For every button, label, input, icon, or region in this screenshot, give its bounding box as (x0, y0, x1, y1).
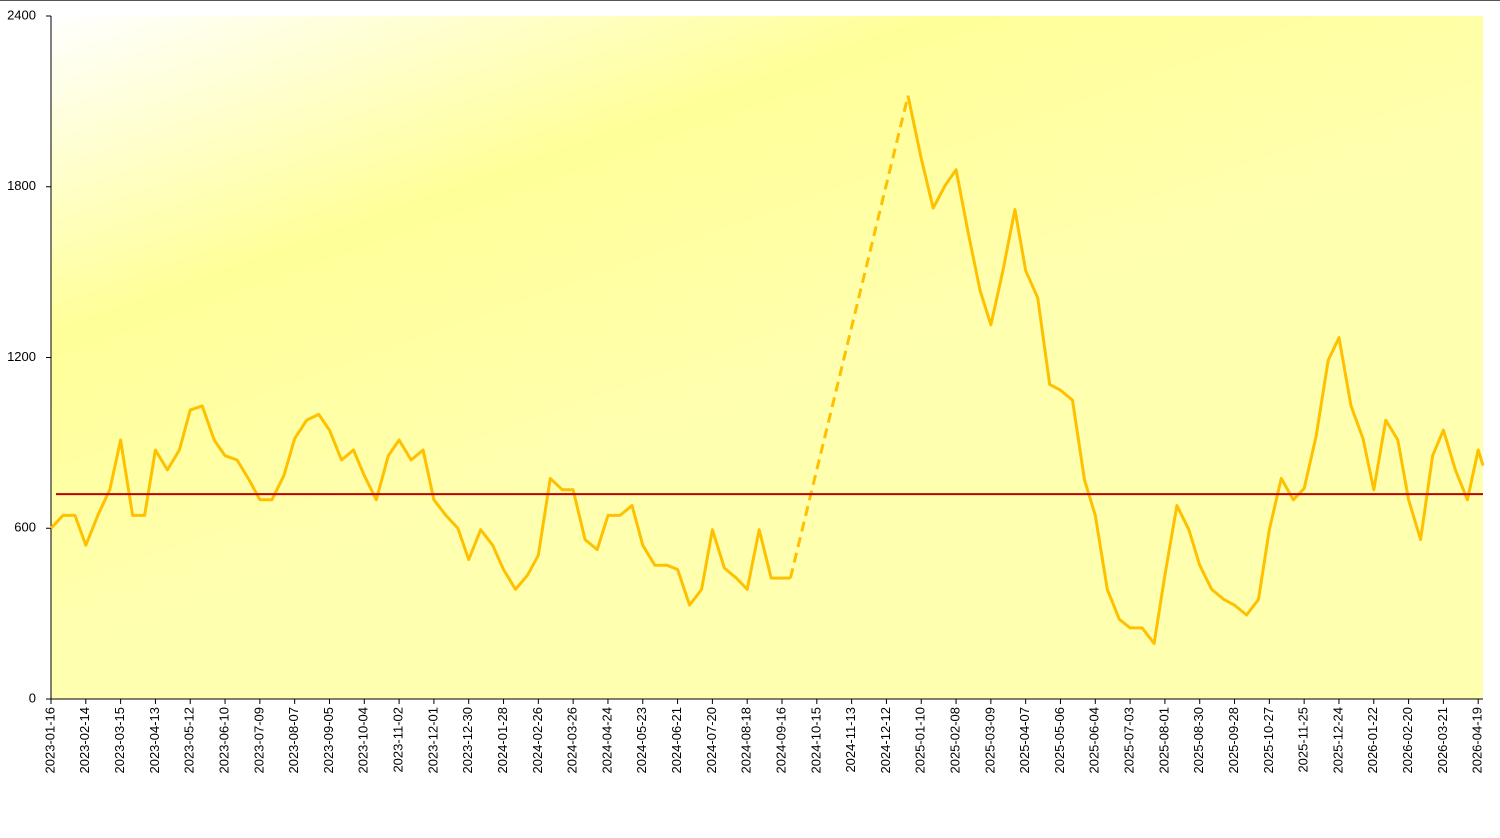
x-tick-label: 2023-01-16 (42, 707, 57, 774)
x-tick-label: 2025-05-06 (1052, 707, 1067, 774)
x-tick-label: 2023-04-13 (147, 707, 162, 774)
x-tick-label: 2025-09-28 (1226, 707, 1241, 774)
x-tick-label: 2023-06-10 (216, 707, 231, 774)
x-tick-label: 2023-12-30 (460, 707, 475, 774)
x-tick-label: 2024-08-18 (739, 707, 754, 774)
x-tick-label: 2023-11-02 (391, 707, 406, 773)
x-tick-label: 2025-06-04 (1087, 707, 1102, 774)
x-tick-label: 2024-01-28 (495, 707, 510, 774)
x-tick-label: 2024-12-12 (878, 707, 893, 774)
x-tick-label: 2025-04-07 (1017, 707, 1032, 774)
x-tick-label: 2024-09-16 (773, 707, 788, 774)
x-tick-label: 2025-11-25 (1296, 707, 1311, 773)
x-tick-label: 2023-02-14 (77, 707, 92, 774)
x-tick-label: 2024-11-13 (843, 707, 858, 773)
x-tick-label: 2025-03-09 (982, 707, 997, 774)
series-line (906, 95, 1485, 645)
x-tick-label: 2024-04-24 (599, 707, 614, 774)
x-tick-label: 2025-12-24 (1330, 707, 1345, 774)
x-tick-label: 2023-07-09 (251, 707, 266, 774)
x-tick-label: 2026-02-20 (1400, 707, 1415, 774)
x-tick-label: 2024-03-26 (565, 707, 580, 774)
x-tick-label: 2024-10-15 (808, 707, 823, 774)
x-tick-label: 2026-01-22 (1365, 707, 1380, 774)
x-tick-label: 2024-06-21 (669, 707, 684, 774)
x-tick-label: 2025-10-27 (1261, 707, 1276, 774)
y-tick-label: 1800 (7, 178, 36, 193)
x-tick-label: 2026-03-21 (1435, 707, 1450, 774)
x-tick-label: 2025-08-30 (1191, 707, 1206, 774)
x-tick-label: 2025-02-08 (947, 707, 962, 774)
x-tick-label: 2023-10-04 (356, 707, 371, 774)
x-tick-label: 2026-04-19 (1470, 707, 1485, 774)
y-tick-label: 2400 (7, 7, 36, 22)
x-tick-label: 2023-03-15 (112, 707, 127, 774)
gap-connector (788, 95, 910, 579)
x-tick-label: 2023-12-01 (425, 707, 440, 774)
x-tick-label: 2024-02-26 (530, 707, 545, 774)
x-tick-label: 2025-08-01 (1156, 707, 1171, 774)
x-tick-label: 2023-09-05 (321, 707, 336, 774)
x-tick-label: 2023-08-07 (286, 707, 301, 774)
x-tick-label: 2024-07-20 (704, 707, 719, 774)
y-tick-label: 600 (14, 520, 36, 535)
series-line (49, 404, 791, 607)
y-tick-label: 1200 (7, 349, 36, 364)
x-tick-label: 2023-05-12 (182, 707, 197, 774)
x-tick-label: 2025-01-10 (913, 707, 928, 774)
x-tick-label: 2025-07-03 (1122, 707, 1137, 774)
y-tick-label: 0 (29, 690, 36, 705)
x-tick-label: 2024-05-23 (634, 707, 649, 774)
plot-area (51, 16, 1483, 699)
